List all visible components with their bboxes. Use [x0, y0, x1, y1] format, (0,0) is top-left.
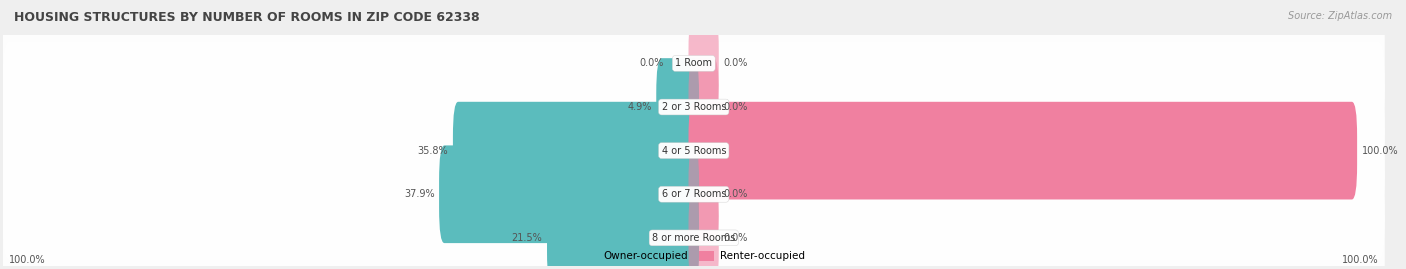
Text: 6 or 7 Rooms: 6 or 7 Rooms: [661, 189, 725, 199]
FancyBboxPatch shape: [689, 146, 718, 243]
Text: 100.0%: 100.0%: [1362, 146, 1399, 156]
Text: 0.0%: 0.0%: [723, 102, 748, 112]
Text: HOUSING STRUCTURES BY NUMBER OF ROOMS IN ZIP CODE 62338: HOUSING STRUCTURES BY NUMBER OF ROOMS IN…: [14, 11, 479, 24]
Legend: Owner-occupied, Renter-occupied: Owner-occupied, Renter-occupied: [579, 247, 808, 266]
Text: 1 Room: 1 Room: [675, 58, 713, 68]
FancyBboxPatch shape: [689, 189, 718, 269]
Text: 0.0%: 0.0%: [723, 189, 748, 199]
FancyBboxPatch shape: [3, 129, 1385, 260]
FancyBboxPatch shape: [3, 0, 1385, 129]
FancyBboxPatch shape: [689, 102, 1357, 200]
FancyBboxPatch shape: [689, 58, 718, 156]
FancyBboxPatch shape: [547, 189, 699, 269]
Text: 37.9%: 37.9%: [404, 189, 434, 199]
Text: 0.0%: 0.0%: [723, 58, 748, 68]
Text: 35.8%: 35.8%: [418, 146, 449, 156]
Text: 8 or more Rooms: 8 or more Rooms: [652, 233, 735, 243]
Text: 4.9%: 4.9%: [627, 102, 651, 112]
Text: 21.5%: 21.5%: [512, 233, 543, 243]
Text: 0.0%: 0.0%: [640, 58, 664, 68]
Text: 2 or 3 Rooms: 2 or 3 Rooms: [661, 102, 725, 112]
Text: 0.0%: 0.0%: [723, 233, 748, 243]
FancyBboxPatch shape: [3, 85, 1385, 216]
FancyBboxPatch shape: [689, 15, 718, 112]
FancyBboxPatch shape: [439, 146, 699, 243]
Text: 100.0%: 100.0%: [1341, 255, 1378, 265]
FancyBboxPatch shape: [3, 42, 1385, 172]
Text: 4 or 5 Rooms: 4 or 5 Rooms: [661, 146, 725, 156]
FancyBboxPatch shape: [3, 173, 1385, 269]
FancyBboxPatch shape: [453, 102, 699, 200]
Text: Source: ZipAtlas.com: Source: ZipAtlas.com: [1288, 11, 1392, 21]
FancyBboxPatch shape: [657, 58, 699, 156]
Text: 100.0%: 100.0%: [10, 255, 46, 265]
